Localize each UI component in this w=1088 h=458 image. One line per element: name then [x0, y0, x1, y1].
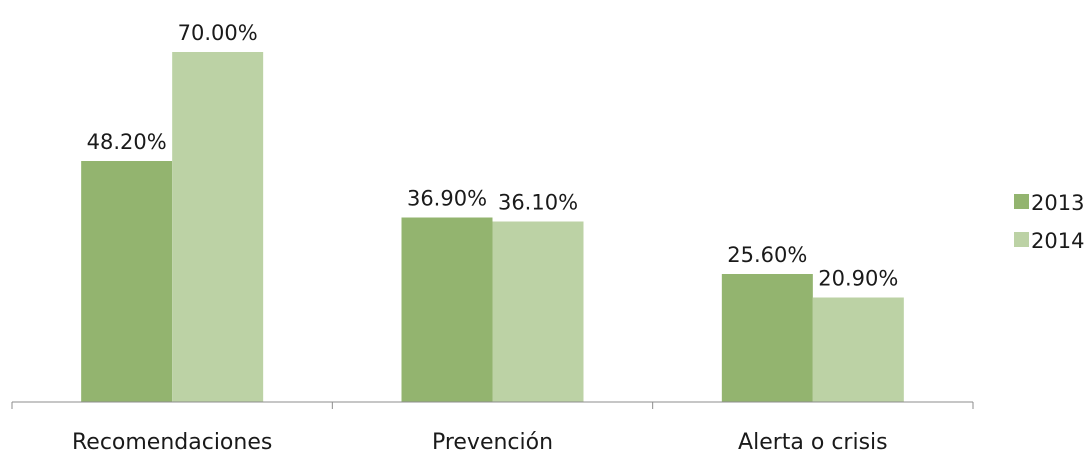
bar-2013-1	[401, 217, 493, 402]
data-label-2013-2: 25.60%	[727, 243, 807, 267]
legend-swatch-2013	[1014, 194, 1029, 209]
legend-label-2014: 2014	[1031, 229, 1084, 253]
data-label-2013-1: 36.90%	[407, 187, 487, 211]
value-labels-layer: 48.20% 70.00% 36.90% 36.10% 25.60% 20.90%	[87, 21, 899, 291]
bar-2014-0	[172, 52, 264, 402]
bar-2014-2	[812, 297, 904, 402]
legend: 2013 2014	[1014, 191, 1084, 253]
category-label-2: Alerta o crisis	[738, 430, 888, 454]
category-label-1: Prevención	[432, 430, 553, 454]
bar-2014-1	[492, 221, 584, 402]
category-label-0: Recomendaciones	[72, 430, 272, 454]
bars-layer	[81, 52, 904, 402]
bar-2013-2	[721, 274, 813, 402]
legend-label-2013: 2013	[1031, 191, 1084, 215]
category-labels-layer: Recomendaciones Prevención Alerta o crisis	[72, 430, 888, 455]
legend-swatch-2014	[1014, 232, 1029, 247]
x-axis	[11, 401, 974, 409]
data-label-2014-1: 36.10%	[498, 191, 578, 215]
data-label-2013-0: 48.20%	[87, 130, 167, 154]
data-label-2014-2: 20.90%	[818, 267, 898, 291]
data-label-2014-0: 70.00%	[178, 21, 258, 45]
bar-2013-0	[81, 161, 173, 402]
